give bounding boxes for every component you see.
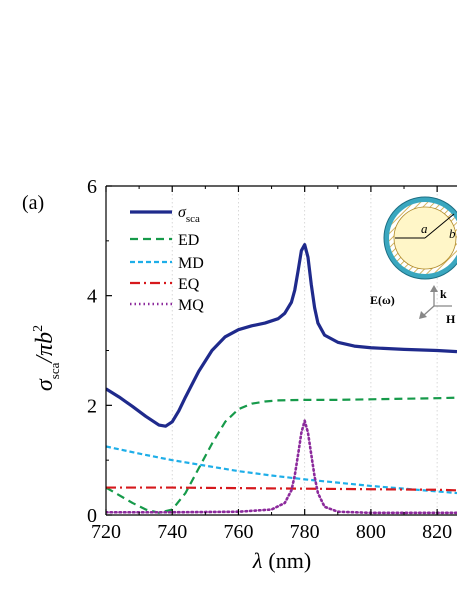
y-axis-label-rest: /πb [32,332,58,365]
inset-label-k: k [440,287,447,301]
inset-label-a: a [421,221,428,236]
inset-label-h: H [446,312,456,326]
x-tick-label-740: 740 [157,521,187,543]
legend-label-sigma: σsca [178,204,200,225]
series-line-eq-3 [106,486,457,492]
y-tick-label-0: 0 [87,505,97,527]
series-line-ed-1 [106,396,457,514]
inset-e-arrow [423,305,435,316]
legend-label-eq: EQ [178,276,200,293]
legend-label-md: MD [178,255,204,272]
y-tick-label-4: 4 [87,286,97,308]
y-axis-label-sub: sca [47,362,62,379]
series-line--0 [106,243,457,428]
legend-label-mq: MQ [178,297,204,314]
legend: σsca ED MD EQ MQ [130,204,204,314]
x-tick-label-820: 820 [422,521,452,543]
x-tick-label-780: 780 [290,521,320,543]
y-axis-label-sup: 2 [31,325,46,332]
legend-label-ed: ED [178,232,199,249]
inset-k-arrowhead [430,285,438,292]
series-line-md-2 [106,445,457,495]
x-axis-label: λ (nm) [252,548,311,573]
legend-sigma-main: σ [178,204,187,221]
x-tick-label-760: 760 [223,521,253,543]
series-line-mq-4 [106,419,457,515]
y-tick-label-2: 2 [87,395,97,417]
panel-label: (a) [22,192,44,214]
series-group [106,243,457,515]
legend-sigma-sub: sca [186,213,200,225]
inset: a b k E(ω) H [370,196,457,326]
inset-label-e-text: E(ω) [370,293,395,307]
inset-label-e: E(ω) [370,293,395,307]
ticks-group: 720 740 760 780 800 820 0 2 4 6 [87,176,452,543]
y-axis-label: σsca/πb2 [31,325,62,391]
x-axis-label-unit: (nm) [268,548,311,573]
inset-e-arrowhead [419,311,427,319]
x-tick-label-800: 800 [356,521,386,543]
y-tick-label-6: 6 [87,176,97,198]
y-axis-label-sigma: σ [32,378,58,391]
inset-label-b: b [449,226,456,241]
x-axis-label-symbol: λ [252,548,263,573]
inset-radius-b [424,213,455,239]
x-tick-label-720: 720 [91,521,121,543]
